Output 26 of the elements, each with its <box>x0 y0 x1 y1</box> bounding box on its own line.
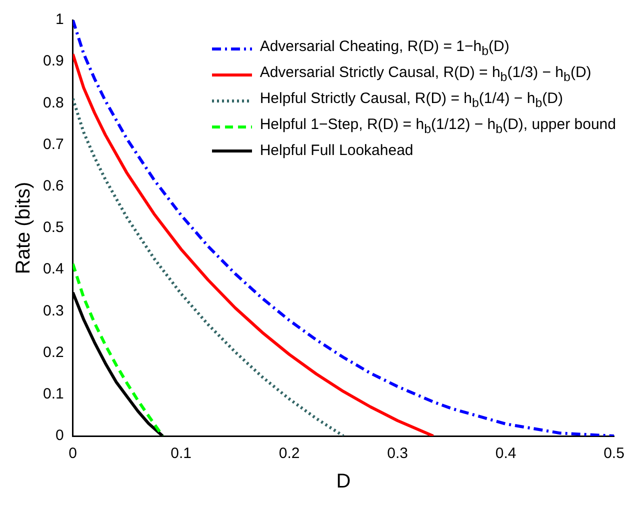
y-tick-label: 0.3 <box>42 302 64 320</box>
y-tick-label: 1 <box>56 11 64 28</box>
y-tick-label: 0.6 <box>42 178 64 195</box>
legend-label: Helpful Strictly Causal, R(D) = h$_{b}$(1/4) − h$_{b}$(D) <box>260 89 563 112</box>
x-tick-label: 0 <box>68 445 78 462</box>
x-tick-label: 0.1 <box>170 445 192 462</box>
y-tick-label: 0.1 <box>42 386 64 403</box>
y-tick-label: 0.2 <box>42 344 64 361</box>
y-tick-label: 0.5 <box>42 219 64 236</box>
y-tick-label: 0 <box>56 427 64 444</box>
x-tick-label: 0.5 <box>604 445 624 462</box>
line-series <box>72 20 614 436</box>
line-series <box>72 262 164 436</box>
y-tick-label: 0.7 <box>42 136 64 153</box>
x-axis-title: D <box>336 470 351 493</box>
x-tick-label: 0.2 <box>278 445 300 462</box>
y-tick-label: 0.9 <box>42 52 64 70</box>
legend-label: Adversarial Strictly Causal, R(D) = h$_{b}$(1/3) − h$_{b}$(D) <box>260 63 592 86</box>
legend-label: Helpful 1−Step, R(D) = h$_{b}$(1/12) − h$_{b}$(D), upper bound <box>260 115 616 138</box>
legend-label: Helpful Full Lookahead <box>260 141 414 161</box>
x-tick-label: 0.4 <box>495 445 516 462</box>
x-tick-label: 0.3 <box>387 445 408 462</box>
legend-label: Adversarial Cheating, R(D) = 1−h$_{b}$(D) <box>260 37 510 60</box>
y-tick-label: 0.8 <box>42 94 64 112</box>
y-axis-title: Rate (bits) <box>12 182 35 274</box>
y-tick-label: 0.4 <box>42 260 64 278</box>
